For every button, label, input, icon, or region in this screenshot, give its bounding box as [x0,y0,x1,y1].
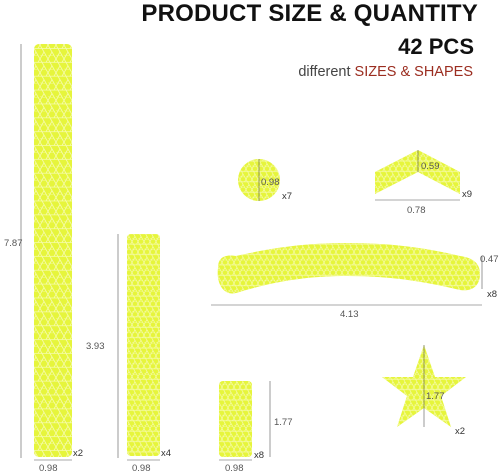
long-strip-qty: x2 [73,448,83,459]
circle-diameter: 0.98 [261,177,280,188]
curved-band-qty: x8 [487,289,497,300]
circle-qty: x7 [282,191,292,202]
medium-strip-qty: x4 [161,448,171,459]
curved-band-height: 0.47 [480,254,499,265]
medium-strip-width: 0.98 [132,463,151,474]
star-piece [382,345,466,427]
curved-band-width: 4.13 [340,309,359,320]
chevron-width: 0.78 [407,205,426,216]
star-height: 1.77 [426,391,445,402]
small-rectangle-qty: x8 [254,450,264,461]
small-rectangle [219,381,271,461]
chevron-height: 0.59 [421,161,440,172]
long-strip-width: 0.98 [39,463,58,474]
subtitle-highlight: SIZES & SHAPES [354,64,473,80]
chevron-piece [375,150,460,201]
subtitle-prefix: different [298,64,355,80]
curved-band [211,243,483,306]
chevron-qty: x9 [462,189,472,200]
small-rectangle-height: 1.77 [274,417,293,428]
star-qty: x2 [455,426,465,437]
piece-count: 42 PCS [398,34,474,59]
medium-strip-height: 3.93 [86,341,105,352]
medium-strip [117,234,160,461]
small-rectangle-width: 0.98 [225,463,244,474]
long-strip [20,44,72,461]
page-title: PRODUCT SIZE & QUANTITY [141,0,478,27]
long-strip-height: 7.87 [4,238,23,249]
circle-piece [238,159,280,201]
subtitle: different SIZES & SHAPES [298,64,473,80]
